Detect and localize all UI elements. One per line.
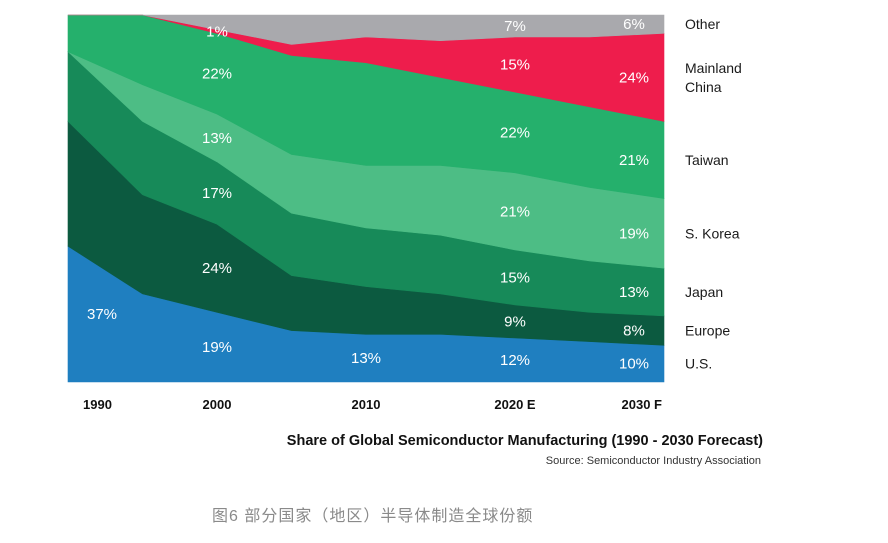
data-label-japan: 15% <box>500 269 530 286</box>
data-label-u-s: 13% <box>351 350 381 367</box>
x-tick-label: 2000 <box>203 397 232 412</box>
data-label-europe: 9% <box>504 313 526 330</box>
legend-label-europe: Europe <box>685 323 730 339</box>
legend-label-mainland-china: Mainland China <box>685 60 742 95</box>
data-label-mainland-china: 24% <box>619 69 649 86</box>
data-label-u-s: 37% <box>87 306 117 323</box>
data-label-europe: 8% <box>623 323 645 340</box>
legend-label-taiwan: Taiwan <box>685 152 729 168</box>
x-tick-label: 1990 <box>83 397 112 412</box>
data-label-other: 6% <box>623 16 645 33</box>
data-label-mainland-china: 15% <box>500 57 530 74</box>
data-label-u-s: 12% <box>500 352 530 369</box>
data-label-japan: 13% <box>619 284 649 301</box>
x-tick-label: 2010 <box>352 397 381 412</box>
x-tick-label: 2020 E <box>494 397 536 412</box>
legend-label-japan: Japan <box>685 284 723 300</box>
chart-source: Source: Semiconductor Industry Associati… <box>545 455 761 467</box>
figure-caption: 图6 部分国家（地区）半导体制造全球份额 <box>212 508 534 525</box>
data-label-u-s: 19% <box>202 339 232 356</box>
data-label-taiwan: 21% <box>619 152 649 169</box>
data-label-s-korea: 21% <box>500 203 530 220</box>
data-label-other: 7% <box>504 18 526 35</box>
data-label-taiwan: 22% <box>202 66 232 83</box>
legend-label-s-korea: S. Korea <box>685 225 740 241</box>
legend-label-other: Other <box>685 16 720 32</box>
chart-title: Share of Global Semiconductor Manufactur… <box>286 433 763 449</box>
data-label-europe: 24% <box>202 260 232 277</box>
data-label-u-s: 10% <box>619 356 649 373</box>
area-other <box>68 14 665 45</box>
data-label-s-korea: 13% <box>202 130 232 147</box>
data-label-taiwan: 22% <box>500 124 530 141</box>
data-label-japan: 17% <box>202 185 232 202</box>
data-label-mainland-china: 1% <box>206 24 228 41</box>
legend-label-u-s: U.S. <box>685 356 712 372</box>
data-label-s-korea: 19% <box>619 225 649 242</box>
x-tick-label: 2030 F <box>622 397 663 412</box>
